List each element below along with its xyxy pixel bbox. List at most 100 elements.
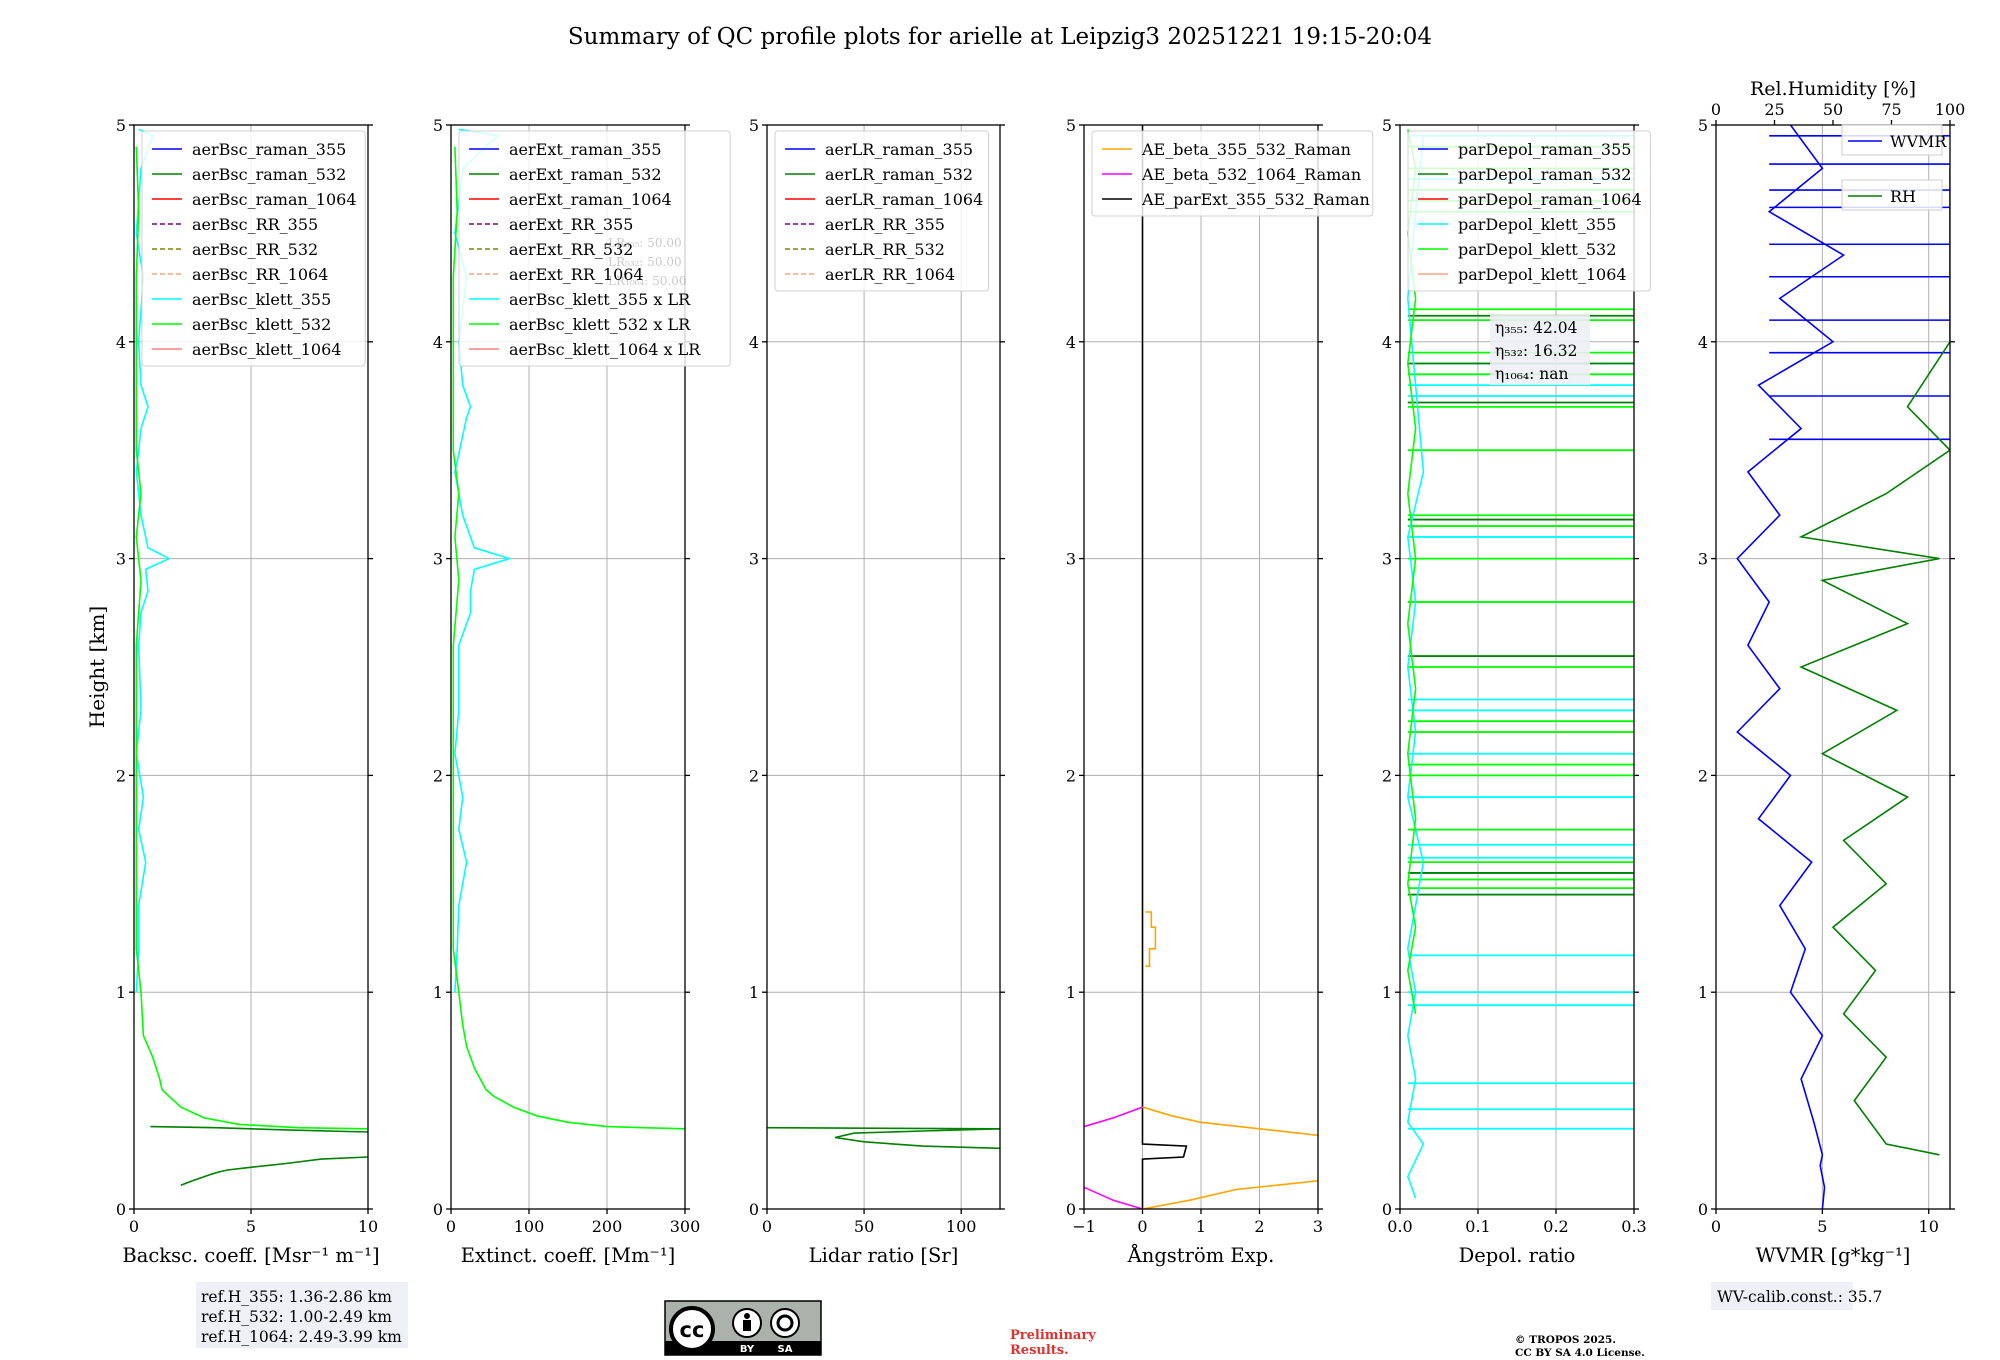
x-tick-label: 0 xyxy=(762,1217,772,1236)
y-tick-label: 5 xyxy=(1698,116,1708,135)
legend-label: aerBsc_klett_355 x LR xyxy=(509,290,691,309)
wv-calib-box: WV-calib.const.: 35.7 xyxy=(1711,1282,1882,1310)
x-tick-label: 0.1 xyxy=(1465,1217,1490,1236)
legend-label: aerExt_RR_355 xyxy=(509,215,633,234)
x-tick-label: 0 xyxy=(1711,1217,1721,1236)
legend-label: aerBsc_klett_1064 x LR xyxy=(509,340,701,359)
copyright-line-1: © TROPOS 2025. xyxy=(1515,1334,1616,1346)
y-tick-label: 4 xyxy=(116,333,126,352)
x-tick-label: 50 xyxy=(854,1217,874,1236)
eta-annotation: η₁₀₆₄: nan xyxy=(1495,365,1569,383)
legend-label: aerBsc_klett_532 x LR xyxy=(509,315,691,334)
legend-box xyxy=(1091,130,1374,217)
y-tick-label: 0 xyxy=(1382,1200,1392,1219)
legend-box xyxy=(458,130,731,367)
y-tick-label: 0 xyxy=(433,1200,443,1219)
lr-annotation: LR₃₅₅: 50.00 xyxy=(608,236,682,250)
plot-backscatter: 0 1 2 3 4 5 0 5 10 Backsc. coeff. [Msr⁻¹ m⁻¹] Heig… xyxy=(85,116,380,1267)
legend-label: aerExt_RR_1064 xyxy=(509,265,644,284)
by-person-head-icon xyxy=(744,1313,750,1319)
legend-label: aerLR_raman_1064 xyxy=(825,190,983,209)
lr-annotation: LR₁₀₆₄: 50.00 xyxy=(608,274,686,288)
lr-annotation: LR₅₃₂: 50.00 xyxy=(608,255,682,269)
x-tick-label: 5 xyxy=(246,1217,256,1236)
legend-label: aerExt_raman_355 xyxy=(509,140,662,159)
cc-circle-icon xyxy=(669,1306,715,1352)
x-tick-label: 100 xyxy=(514,1217,545,1236)
series-line-AE_beta_355_532_Raman_mid xyxy=(1145,911,1157,967)
y-tick-label: 0 xyxy=(1066,1200,1076,1219)
legend-label: parDepol_klett_1064 xyxy=(1458,265,1627,284)
axes-frame xyxy=(450,124,686,1210)
ref-height-355: ref.H_355: 1.36-2.86 km xyxy=(201,1288,392,1306)
axes-frame xyxy=(1399,124,1635,1210)
figure-title: Summary of QC profile plots for arielle … xyxy=(568,24,1432,50)
cc-badge-label: cc xyxy=(680,1318,705,1342)
cc-sa-label: SA xyxy=(778,1344,793,1355)
legend-label: aerBsc_RR_355 xyxy=(192,215,318,234)
top-axis-label: Rel.Humidity [%] xyxy=(1750,78,1916,100)
legend-label: aerLR_RR_532 xyxy=(825,240,945,259)
top-tick-label: 50 xyxy=(1823,100,1843,119)
legend-label: aerExt_raman_1064 xyxy=(509,190,672,209)
top-tick-label: 100 xyxy=(1935,100,1966,119)
series-group xyxy=(1084,125,1318,1209)
legend-label: RH xyxy=(1890,187,1916,206)
legend-label: aerBsc_RR_532 xyxy=(192,240,318,259)
series-line-aerBsc_klett_532 xyxy=(135,146,368,1130)
legend-label: parDepol_klett_355 xyxy=(1458,215,1616,234)
copyright-note: © TROPOS 2025. CC BY SA 4.0 License. xyxy=(1515,1334,1645,1359)
y-tick-label: 4 xyxy=(1382,333,1392,352)
cc-by-label: BY xyxy=(740,1344,755,1355)
series-line-AE_beta_355_532_Raman xyxy=(1142,1106,1318,1137)
ref-height-1064: ref.H_1064: 2.49-3.99 km xyxy=(201,1328,402,1346)
x-tick-label: 10 xyxy=(358,1217,378,1236)
y-tick-label: 4 xyxy=(749,333,759,352)
x-tick-label: 0 xyxy=(129,1217,139,1236)
top-tick-label: 0 xyxy=(1711,100,1721,119)
x-tick-label: 1 xyxy=(1196,1217,1206,1236)
y-tick-label: 2 xyxy=(433,766,443,785)
y-tick-label: 4 xyxy=(1066,333,1076,352)
top-tick-label: 75 xyxy=(1881,100,1901,119)
x-tick-label: 2 xyxy=(1254,1217,1264,1236)
x-axis-label: Extinct. coeff. [Mm⁻¹] xyxy=(461,1244,676,1267)
legend-label: aerLR_raman_355 xyxy=(825,140,973,159)
sa-share-icon xyxy=(770,1308,800,1338)
sa-arrow-icon xyxy=(776,1314,794,1332)
y-tick-label: 5 xyxy=(749,116,759,135)
series-line-AE_parExt_355_532_Raman xyxy=(1141,125,1188,1209)
y-tick-label: 4 xyxy=(1698,333,1708,352)
axes-frame xyxy=(1715,124,1951,1210)
x-axis-label: Depol. ratio xyxy=(1459,1244,1576,1267)
legend-label: aerLR_raman_532 xyxy=(825,165,973,184)
y-tick-label: 2 xyxy=(1698,766,1708,785)
legend-label: parDepol_klett_532 xyxy=(1458,240,1616,259)
legend-label: parDepol_raman_1064 xyxy=(1458,190,1642,209)
legend-box xyxy=(774,130,990,292)
series-line-RH xyxy=(1798,168,1950,1156)
legend-box xyxy=(1841,179,1943,211)
x-tick-label: 3 xyxy=(1313,1217,1323,1236)
y-tick-label: 5 xyxy=(433,116,443,135)
y-tick-label: 1 xyxy=(433,983,443,1002)
legend-label: parDepol_raman_355 xyxy=(1458,140,1631,159)
preliminary-line-1: Preliminary xyxy=(1010,1328,1096,1343)
cc-license-badge: cc BY SA xyxy=(664,1300,822,1356)
eta-box xyxy=(1490,315,1590,385)
series-line-aerBsc_raman_532_low xyxy=(180,1156,368,1186)
y-tick-label: 2 xyxy=(749,766,759,785)
legend-label: aerLR_RR_1064 xyxy=(825,265,955,284)
x-tick-label: 0 xyxy=(1137,1217,1147,1236)
legend-box xyxy=(1407,130,1651,292)
series-line-WVMR xyxy=(1736,125,1846,1209)
y-tick-label: 3 xyxy=(1066,550,1076,569)
x-tick-label: 0.3 xyxy=(1621,1217,1646,1236)
x-tick-label: 300 xyxy=(670,1217,701,1236)
legend-label: aerBsc_klett_532 xyxy=(192,315,331,334)
series-group xyxy=(767,1126,1000,1150)
legend-label: AE_parExt_355_532_Raman xyxy=(1141,190,1370,209)
legend-label: aerBsc_raman_355 xyxy=(192,140,346,159)
